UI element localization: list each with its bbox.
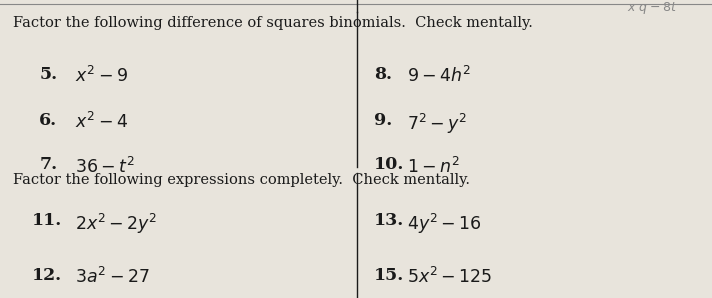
Text: $5x^2-125$: $5x^2-125$ bbox=[407, 267, 493, 287]
Text: 7.: 7. bbox=[39, 156, 57, 173]
Text: $x\ q - 8t$: $x\ q - 8t$ bbox=[627, 0, 677, 16]
Text: 13.: 13. bbox=[374, 212, 404, 229]
Text: 9.: 9. bbox=[374, 112, 392, 129]
Text: 15.: 15. bbox=[374, 267, 404, 284]
Text: $7^2-y^2$: $7^2-y^2$ bbox=[407, 112, 468, 136]
Text: $3a^2-27$: $3a^2-27$ bbox=[75, 267, 150, 287]
Text: 12.: 12. bbox=[32, 267, 62, 284]
Text: 10.: 10. bbox=[374, 156, 404, 173]
Text: $4y^2-16$: $4y^2-16$ bbox=[407, 212, 482, 236]
Text: 5.: 5. bbox=[39, 66, 57, 83]
Text: Factor the following expressions completely.  Check mentally.: Factor the following expressions complet… bbox=[13, 173, 470, 187]
Text: 6.: 6. bbox=[39, 112, 57, 129]
Text: $36-t^2$: $36-t^2$ bbox=[75, 156, 135, 176]
Text: $x^2-9$: $x^2-9$ bbox=[75, 66, 127, 86]
Text: 11.: 11. bbox=[32, 212, 62, 229]
Text: $2x^2-2y^2$: $2x^2-2y^2$ bbox=[75, 212, 157, 236]
Text: $1-n^2$: $1-n^2$ bbox=[407, 156, 460, 176]
Text: $x^2-4$: $x^2-4$ bbox=[75, 112, 128, 132]
Text: 8.: 8. bbox=[374, 66, 392, 83]
Text: Factor the following difference of squares binomials.  Check mentally.: Factor the following difference of squar… bbox=[13, 16, 533, 30]
Text: $9-4h^2$: $9-4h^2$ bbox=[407, 66, 471, 86]
